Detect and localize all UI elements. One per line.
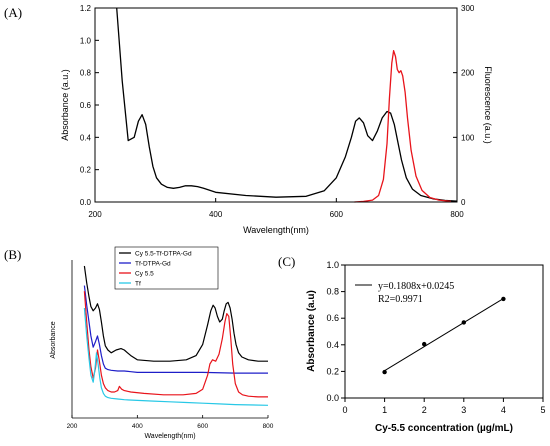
chart-b-legend-box	[114, 246, 219, 290]
chart-b-series-line-0	[83, 265, 268, 362]
panel-label-c: (C)	[278, 254, 296, 269]
chart-c-data-point	[422, 341, 427, 347]
chart-c-y-tick-label: 1.0	[326, 260, 339, 270]
chart-c-y-tick-label: 0.6	[326, 313, 339, 323]
chart-b-x-tick-label: 600	[197, 423, 208, 430]
chart-c-y-axis-label: Absorbance (a.u)	[306, 290, 317, 372]
chart-a-y-tick-label: 0.6	[80, 101, 92, 110]
chart-a-y-tick-label: 0.8	[80, 69, 92, 78]
chart-a-y-tick-label: 0.0	[80, 198, 92, 207]
chart-a-x-tick-label: 400	[209, 210, 223, 219]
chart-b-series-line-1	[83, 285, 268, 374]
chart-b-series-line-2	[83, 291, 268, 398]
chart-a-x-tick-label: 800	[450, 210, 464, 219]
chart-a-y2-tick-label: 200	[461, 69, 475, 78]
chart-a-y2-tick-label: 0	[461, 198, 466, 207]
chart-b-legend-label: Cy 5.5	[135, 271, 154, 278]
chart-b-legend-label: Cy 5.5-Tf-DTPA-Gd	[135, 251, 192, 258]
chart-c-y-tick-label: 0.2	[326, 366, 339, 376]
chart-c-fit-line	[384, 298, 504, 372]
chart-a-y-tick-label: 1.2	[80, 4, 92, 13]
panel-label-a: (A)	[4, 5, 23, 20]
chart-a-y-axis-label: Absorbance (a.u.)	[60, 69, 70, 141]
chart-a-x-axis-label: Wavelength(nm)	[243, 225, 309, 235]
chart-c-x-tick-label: 2	[422, 405, 427, 415]
chart-c-y-tick-label: 0.8	[326, 287, 339, 297]
chart-a-y2-axis-label: Fluorescence (a.u.)	[483, 66, 493, 144]
chart-a-y2-tick-label: 300	[461, 4, 475, 13]
chart-a-x-tick-label: 200	[88, 210, 102, 219]
chart-b-x-axis-label: Wavelength(nm)	[144, 433, 195, 440]
chart-b-x-tick-label: 800	[263, 423, 274, 430]
chart-c-x-tick-label: 5	[540, 405, 545, 415]
panel-label-b: (B)	[4, 247, 22, 262]
chart-b-legend-label: Tf	[135, 281, 141, 288]
chart-b-legend-label: Tf-DTPA-Gd	[135, 261, 171, 268]
chart-c-y-tick-label: 0.0	[326, 393, 339, 403]
chart-b-x-tick-label: 200	[67, 423, 78, 430]
chart-c-data-point	[461, 320, 466, 325]
chart-a-y-tick-label: 0.4	[80, 133, 92, 142]
chart-a-fluorescence-line	[354, 50, 452, 203]
chart-c-data-point	[382, 369, 387, 375]
chart-b-y-axis-label: Absorbance	[50, 321, 57, 358]
chart-c-x-axis-label: Cy-5.5 concentration (µg/mL)	[375, 423, 513, 434]
chart-c-x-tick-label: 0	[342, 405, 347, 415]
chart-c-frame	[344, 264, 544, 399]
chart-a-y2-tick-label: 100	[461, 133, 475, 142]
chart-a-x-tick-label: 600	[330, 210, 344, 219]
chart-c-legend-r2: R2=0.9971	[378, 294, 423, 305]
chart-c-x-tick-label: 3	[461, 405, 466, 415]
chart-a-y-tick-label: 1.0	[80, 36, 92, 45]
chart-a-absorbance-line	[116, 7, 458, 202]
chart-c-x-tick-label: 4	[501, 405, 506, 415]
chart-b-x-tick-label: 400	[132, 423, 143, 430]
chart-a-y-tick-label: 0.2	[80, 166, 92, 175]
chart-c-y-tick-label: 0.4	[326, 340, 339, 350]
chart-c-legend-equation: y=0.1808x+0.0245	[378, 281, 454, 292]
chart-c-data-point	[501, 296, 506, 302]
chart-b-series-line-3	[83, 307, 269, 406]
chart-c-x-tick-label: 1	[382, 405, 387, 415]
